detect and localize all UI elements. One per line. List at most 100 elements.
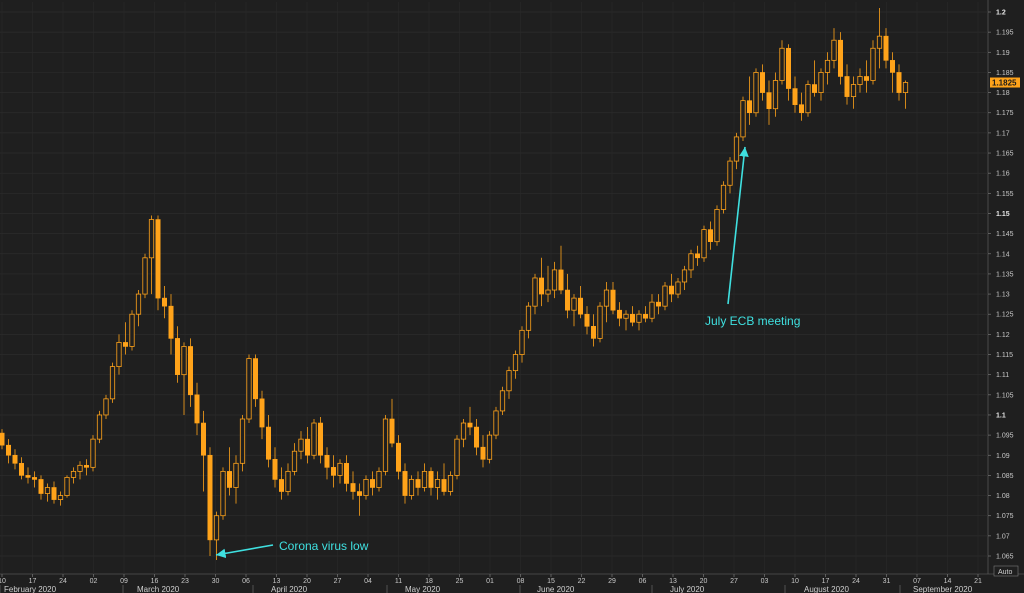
x-tick-label: 15 <box>547 578 555 585</box>
x-tick-label: 18 <box>425 578 433 585</box>
candle <box>311 418 317 460</box>
candle <box>837 32 843 85</box>
candle <box>395 435 401 480</box>
candle <box>519 326 525 363</box>
candle <box>538 257 544 307</box>
candle <box>493 406 499 440</box>
candle <box>740 96 746 141</box>
candle <box>175 326 181 383</box>
annotations: Corona virus low July ECB meeting <box>215 146 800 559</box>
x-month-label: June 2020 <box>537 585 575 593</box>
candle <box>603 281 610 323</box>
candle <box>155 215 161 311</box>
candle <box>142 253 148 299</box>
candle <box>668 273 674 303</box>
x-month-label: May 2020 <box>405 585 441 593</box>
y-tick-label: 1.065 <box>996 554 1014 561</box>
candle <box>454 435 460 480</box>
chart-grid <box>0 0 1024 575</box>
candle <box>727 157 733 194</box>
candle <box>642 306 648 323</box>
candle <box>162 286 168 319</box>
x-tick-label: 27 <box>730 578 738 585</box>
candle <box>356 483 362 516</box>
y-tick-label: 1.085 <box>996 473 1014 480</box>
candle <box>265 414 271 468</box>
y-tick-label: 1.155 <box>996 191 1014 198</box>
candle <box>883 28 889 69</box>
x-tick-label: 08 <box>517 578 525 585</box>
candle <box>337 459 343 484</box>
y-tick-label: 1.145 <box>996 231 1014 238</box>
candle <box>201 410 207 492</box>
y-tick-label: 1.11 <box>996 372 1009 379</box>
auto-scale-button[interactable]: Auto <box>993 565 1019 577</box>
candle <box>733 132 740 170</box>
candle <box>447 471 454 496</box>
candle <box>629 306 635 327</box>
candle <box>805 80 811 117</box>
candle <box>902 80 909 109</box>
candle <box>304 427 310 464</box>
candle <box>688 249 694 278</box>
candle <box>123 322 129 355</box>
x-tick-label: 04 <box>364 578 372 585</box>
candle <box>227 447 233 496</box>
candle <box>675 277 681 299</box>
candle <box>597 302 603 343</box>
candle <box>330 455 336 488</box>
x-tick-label: 17 <box>822 578 830 585</box>
candle <box>369 471 375 496</box>
candle <box>90 435 96 472</box>
candle <box>460 418 467 448</box>
candle <box>421 463 428 492</box>
annotation-arrow <box>215 544 274 559</box>
candle <box>31 471 37 488</box>
x-tick-label: 02 <box>90 578 98 585</box>
y-tick-label: 1.08 <box>996 493 1010 500</box>
candle <box>194 382 200 436</box>
x-tick-label: 07 <box>913 578 921 585</box>
candle <box>51 481 57 504</box>
candle <box>207 447 213 556</box>
candle <box>486 431 493 464</box>
candle <box>220 467 226 520</box>
candle <box>408 475 415 500</box>
candle <box>831 28 837 69</box>
y-tick-label: 1.135 <box>996 271 1014 278</box>
y-tick-label: 1.175 <box>996 110 1014 117</box>
y-tick-label: 1.13 <box>996 292 1010 299</box>
y-tick-label: 1.165 <box>996 151 1014 158</box>
x-tick-label: 20 <box>303 578 311 585</box>
candle <box>272 447 278 488</box>
x-tick-label: 03 <box>761 578 769 585</box>
candle <box>96 410 103 444</box>
candle <box>6 439 12 464</box>
candle <box>896 64 902 101</box>
annotation-arrow <box>727 146 749 305</box>
candle <box>545 265 551 303</box>
candle <box>298 431 304 460</box>
x-month-label: April 2020 <box>271 585 308 593</box>
x-tick-label: 09 <box>120 578 128 585</box>
candle <box>636 310 642 331</box>
y-tick-label: 1.185 <box>996 70 1014 77</box>
candle <box>480 435 486 468</box>
candle <box>129 310 135 351</box>
y-tick-label: 1.075 <box>996 513 1014 520</box>
x-tick-label: 31 <box>883 578 891 585</box>
x-month-label: February 2020 <box>4 585 57 593</box>
candle <box>889 52 895 93</box>
candle-series <box>0 7 909 561</box>
y-tick-label: 1.16 <box>996 171 1010 178</box>
candle <box>746 76 752 125</box>
candle <box>343 455 349 492</box>
annotation-label: Corona virus low <box>279 539 369 553</box>
x-tick-label: 25 <box>456 578 464 585</box>
candle <box>564 273 570 319</box>
x-tick-label: 10 <box>791 578 799 585</box>
candle <box>766 80 772 125</box>
candle <box>779 40 785 85</box>
candle <box>590 314 596 347</box>
